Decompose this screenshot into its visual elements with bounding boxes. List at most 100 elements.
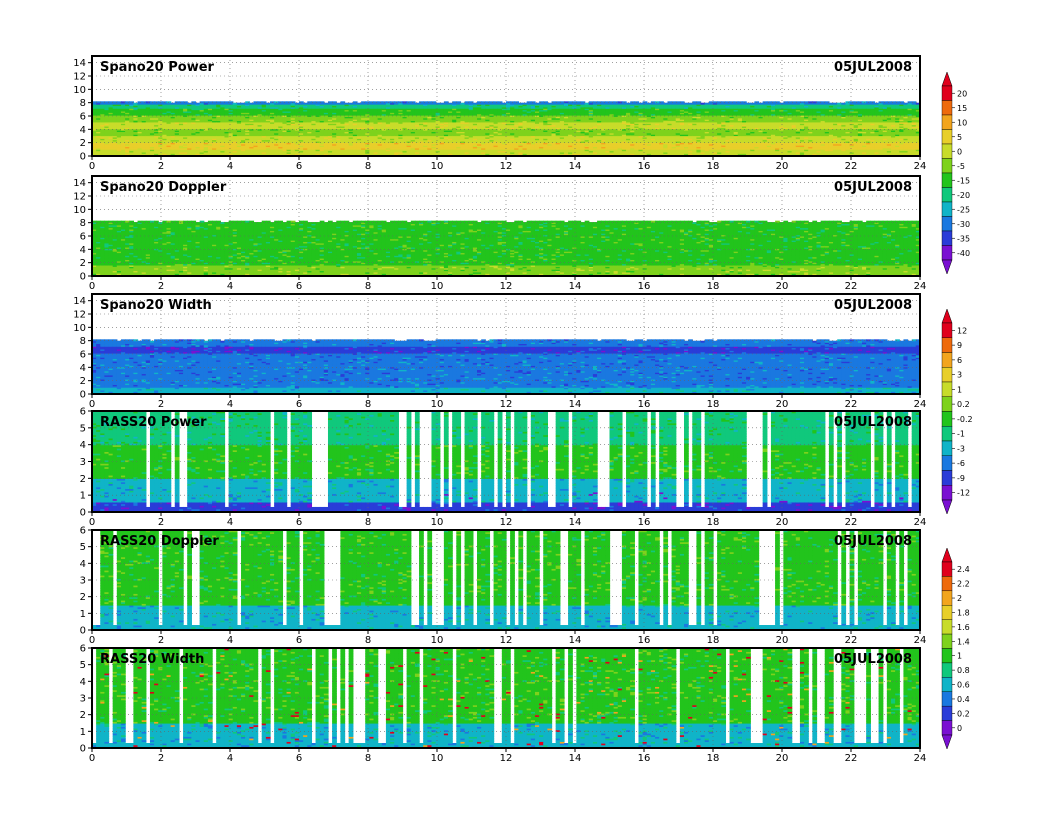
heatmap-cell (394, 101, 399, 103)
heatmap-cell (494, 101, 499, 103)
heatmap-cell (200, 101, 205, 103)
heatmap-cell (469, 101, 474, 103)
heatmap-cell (465, 101, 470, 103)
heatmap-cell (171, 103, 176, 105)
heatmap-cell (378, 101, 383, 103)
heatmap-cell (233, 103, 238, 105)
heatmap-cell (477, 101, 482, 103)
heatmap-cell (585, 103, 590, 105)
heatmap-cell (386, 101, 391, 103)
heatmap-cell (179, 101, 184, 103)
heatmap-cell (167, 101, 172, 103)
heatmap-cell (237, 103, 242, 105)
heatmap-cell (444, 101, 449, 103)
heatmap-cell (605, 101, 610, 103)
heatmap-cell (365, 101, 370, 103)
heatmap-cell (183, 101, 188, 103)
heatmap-cell (552, 101, 557, 103)
heatmap-cell (324, 103, 329, 105)
heatmap-cell (142, 101, 147, 103)
heatmap-cell (560, 101, 565, 103)
heatmap-cell (266, 103, 271, 105)
heatmap-cell (452, 101, 457, 103)
heatmap-cell (249, 103, 254, 105)
heatmap-cell (138, 101, 143, 103)
heatmap-cell (535, 103, 540, 105)
radar-profiler-figure: 0 2 4 6 8 10 12 14 16 18 20 22 2402468101214 Spano20 … (0, 0, 1056, 816)
heatmap-cell (572, 101, 577, 103)
heatmap-cell (154, 101, 159, 103)
heatmap-cell (345, 103, 350, 105)
heatmap-cell (369, 101, 374, 103)
heatmap-cell (473, 103, 478, 105)
heatmap-cell (440, 103, 445, 105)
heatmap-cell (299, 101, 304, 103)
heatmap-cell (527, 101, 532, 103)
heatmap-cell (278, 101, 283, 103)
heatmap-cell (398, 101, 403, 103)
heatmap-cell (564, 101, 569, 103)
heatmap-cell (113, 101, 118, 103)
heatmap-cell (224, 101, 229, 103)
heatmap-cell (109, 101, 114, 103)
heatmap-cell (576, 101, 581, 103)
heatmap-cell (208, 101, 213, 103)
heatmap-cell (361, 101, 366, 103)
heatmap-cell (316, 101, 321, 103)
heatmap-cell (311, 101, 316, 103)
heatmap-cell (518, 103, 523, 105)
heatmap-cell (253, 101, 258, 103)
heatmap-cell (589, 101, 594, 103)
heatmap-cell (514, 101, 519, 103)
heatmap-cell (320, 101, 325, 103)
heatmap-cell (539, 101, 544, 103)
heatmap-cell (390, 101, 395, 103)
heatmap-cell (162, 101, 167, 103)
heatmap-cell (241, 103, 246, 105)
heatmap-cell (547, 103, 552, 105)
heatmap-cell (104, 101, 109, 103)
heatmap-cell (307, 101, 312, 103)
heatmap-cell (204, 101, 209, 103)
heatmap-cell (150, 101, 155, 103)
heatmap-cell (129, 101, 134, 103)
heatmap-cell (374, 101, 379, 103)
heatmap-cell (262, 101, 267, 103)
heatmap-cell (212, 101, 217, 103)
heatmap-cell (382, 101, 387, 103)
heatmap-cell (287, 101, 292, 103)
heatmap-cell (258, 101, 263, 103)
heatmap-cell (436, 103, 441, 105)
heatmap-cell (456, 101, 461, 103)
heatmap-cell (291, 101, 296, 103)
heatmap-cell (146, 101, 151, 103)
heatmap-cell (510, 101, 515, 103)
heatmap-cell (175, 101, 180, 103)
heatmap-cell (125, 101, 130, 103)
heatmap-cell (489, 101, 494, 103)
heatmap-cell (481, 101, 486, 103)
heatmap-cell (556, 101, 561, 103)
heatmap-cell (531, 101, 536, 103)
heatmap-cell (100, 101, 105, 103)
heatmap-cell (245, 101, 250, 103)
heatmap-cell (460, 103, 465, 105)
heatmap-cell (423, 101, 428, 103)
heatmap-cell (336, 103, 341, 105)
heatmap-cell (415, 103, 420, 105)
heatmap-cell (270, 101, 275, 103)
heatmap-cell (229, 101, 234, 103)
heatmap-cell (191, 101, 196, 103)
heatmap-cell (485, 101, 490, 103)
heatmap-cell (411, 101, 416, 103)
heatmap-cell (407, 101, 412, 103)
heatmap-cell (282, 101, 287, 103)
heatmap-cell (419, 101, 424, 103)
heatmap-cell (196, 103, 201, 105)
heatmap-cell (593, 101, 598, 103)
heatmap-cell (543, 101, 548, 103)
heatmap-cell (96, 101, 101, 103)
heatmap-cell (357, 103, 362, 105)
heatmap-cell (431, 101, 436, 103)
